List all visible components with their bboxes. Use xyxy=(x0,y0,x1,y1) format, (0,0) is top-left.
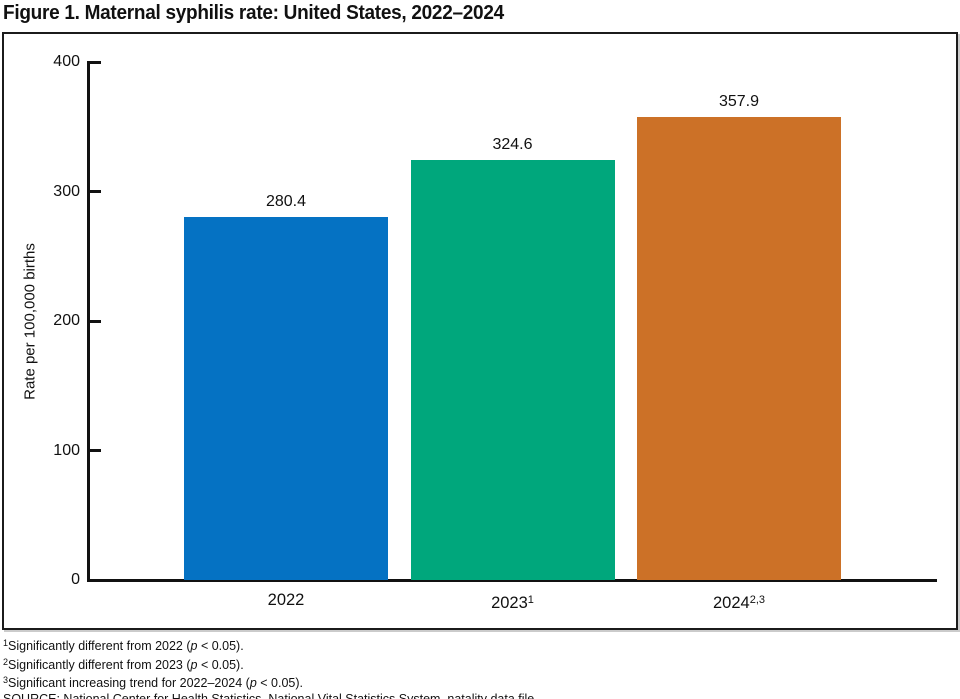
y-tick-mark xyxy=(90,319,101,323)
bar-2022 xyxy=(184,216,388,580)
x-tick-label: 2022 xyxy=(267,591,305,609)
footnote-line: SOURCE: National Center for Health Stati… xyxy=(3,691,538,699)
footnote-line: 1Significantly different from 2022 (p < … xyxy=(3,638,244,653)
y-tick-label: 0 xyxy=(71,571,80,588)
footnotes: 1Significantly different from 2022 (p < … xyxy=(3,636,538,699)
bar-2024 xyxy=(637,116,841,580)
figure-title: Figure 1. Maternal syphilis rate: United… xyxy=(3,2,504,24)
bar-value-label: 357.9 xyxy=(718,92,760,110)
x-tick-label: 20231 xyxy=(491,594,534,612)
x-tick-superscript: 1 xyxy=(527,594,534,606)
y-axis-line xyxy=(87,61,90,582)
footnote-superscript: 2 xyxy=(3,656,9,667)
x-axis-line xyxy=(87,579,937,582)
x-tick-label: 20242,3 xyxy=(712,594,765,612)
footnote-italic-p: p xyxy=(249,676,257,690)
y-tick-mark xyxy=(90,190,101,193)
footnote-line: 3Significant increasing trend for 2022–2… xyxy=(3,675,304,690)
y-tick-mark xyxy=(90,60,101,64)
y-tick-label: 300 xyxy=(53,182,80,200)
bar-value-label: 324.6 xyxy=(492,135,533,153)
footnote-line: 2Significantly different from 2023 (p < … xyxy=(3,656,244,672)
y-tick-label: 200 xyxy=(53,312,80,329)
y-tick-label: 400 xyxy=(53,53,80,70)
footnote-superscript: 3 xyxy=(3,675,9,685)
footnote-italic-p: p xyxy=(190,657,198,672)
bar-value-label: 280.4 xyxy=(265,192,307,210)
y-tick-mark xyxy=(90,449,101,452)
footnote-italic-p: p xyxy=(190,639,198,653)
x-tick-superscript: 2,3 xyxy=(749,594,765,606)
footnote-superscript: 1 xyxy=(3,638,9,648)
bar-2023 xyxy=(410,159,615,580)
y-tick-label: 100 xyxy=(53,441,80,459)
